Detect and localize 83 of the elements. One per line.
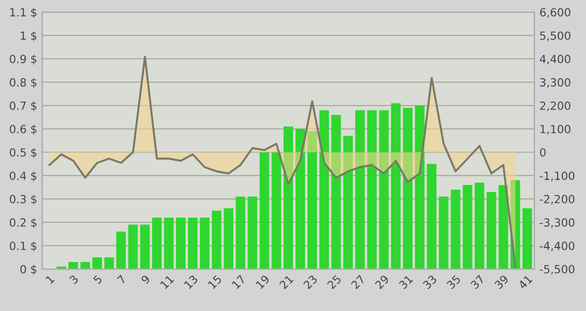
bar	[391, 103, 401, 270]
x-tick-label: 21	[279, 274, 294, 290]
bar	[260, 152, 270, 270]
bar	[104, 257, 114, 270]
bar	[68, 262, 78, 270]
x-tick-label: 7	[116, 274, 126, 284]
y2-tick-label: 6,600	[540, 8, 570, 18]
y2-tick-label: -3,300	[540, 218, 574, 228]
y-tick-label: 1.1 $	[10, 8, 36, 18]
x-tick-label: 15	[208, 274, 222, 290]
bar	[140, 224, 150, 270]
bar	[403, 108, 413, 270]
bar	[462, 184, 472, 270]
y-tick-label: 0.4 $	[10, 171, 36, 182]
bar	[200, 218, 210, 270]
bar	[319, 110, 329, 270]
bar	[80, 262, 90, 270]
x-tick-label: 23	[302, 274, 318, 290]
bar	[331, 114, 341, 270]
bar	[474, 182, 484, 270]
bar	[343, 136, 353, 270]
y2-tick-label: 4,400	[540, 54, 570, 64]
x-tick-label: 3	[68, 274, 79, 284]
bar	[188, 218, 198, 270]
y2-tick-label: -1,100	[540, 172, 574, 182]
x-tick-label: 19	[255, 274, 270, 290]
bar	[367, 110, 377, 270]
y2-tick-label: 1,100	[540, 124, 570, 134]
y2-tick-label: -2,200	[540, 194, 574, 204]
bar	[212, 210, 222, 270]
y2-tick-label: 3,300	[540, 78, 570, 88]
x-tick-label: 9	[140, 274, 150, 284]
x-tick-label: 5	[93, 274, 103, 284]
x-tick-label: 39	[494, 274, 509, 290]
y2-tick-label: 0	[540, 148, 546, 157]
bar	[450, 190, 460, 270]
bar	[164, 218, 174, 270]
bar	[426, 164, 436, 270]
bar	[116, 232, 126, 270]
y-tick-label: 0.9 $	[10, 54, 36, 65]
bar	[152, 218, 162, 270]
y-tick-label: 0.2 $	[10, 218, 36, 228]
bar	[355, 110, 365, 270]
bar	[272, 152, 282, 270]
x-tick-label: 1	[45, 274, 55, 284]
x-tick-label: 27	[350, 274, 366, 290]
bar	[224, 208, 234, 270]
bar	[128, 224, 138, 270]
bar	[92, 257, 102, 270]
y-tick-label: 0.6 $	[10, 124, 36, 135]
x-tick-label: 17	[232, 274, 246, 289]
x-tick-label: 41	[518, 274, 533, 290]
bar	[248, 196, 258, 270]
bar	[414, 106, 425, 270]
x-tick-label: 31	[398, 274, 414, 290]
x-tick-label: 29	[374, 274, 390, 290]
y2-tick-label: -4,400	[540, 242, 574, 252]
bar	[486, 192, 496, 270]
x-tick-label: 13	[184, 274, 198, 290]
bar	[176, 218, 186, 270]
y-tick-label: 0 $	[20, 264, 36, 275]
x-tick-label: 33	[422, 274, 438, 290]
y2-tick-label: 5,500	[540, 31, 570, 41]
y-tick-label: 0.8 $	[10, 78, 36, 88]
x-tick-label: 37	[470, 274, 485, 290]
x-tick-label: 11	[160, 274, 174, 289]
y-tick-label: 0.7 $	[10, 101, 36, 112]
x-tick-label: 35	[446, 274, 461, 290]
bar	[236, 196, 246, 270]
y-tick-label: 0.1 $	[10, 241, 36, 252]
x-tick-label: 25	[326, 274, 342, 290]
bar	[498, 184, 508, 270]
y-tick-label: 1 $	[20, 31, 36, 42]
y-tick-label: 0.5 $	[10, 148, 36, 158]
bar	[522, 208, 532, 270]
bar	[284, 126, 294, 270]
y2-tick-label: -5,500	[540, 264, 574, 275]
bar	[307, 131, 317, 270]
bar	[438, 196, 448, 270]
bar	[379, 110, 389, 270]
y2-tick-label: 2,200	[540, 102, 570, 112]
y-tick-label: 0.3 $	[10, 194, 36, 205]
bar	[295, 128, 306, 270]
